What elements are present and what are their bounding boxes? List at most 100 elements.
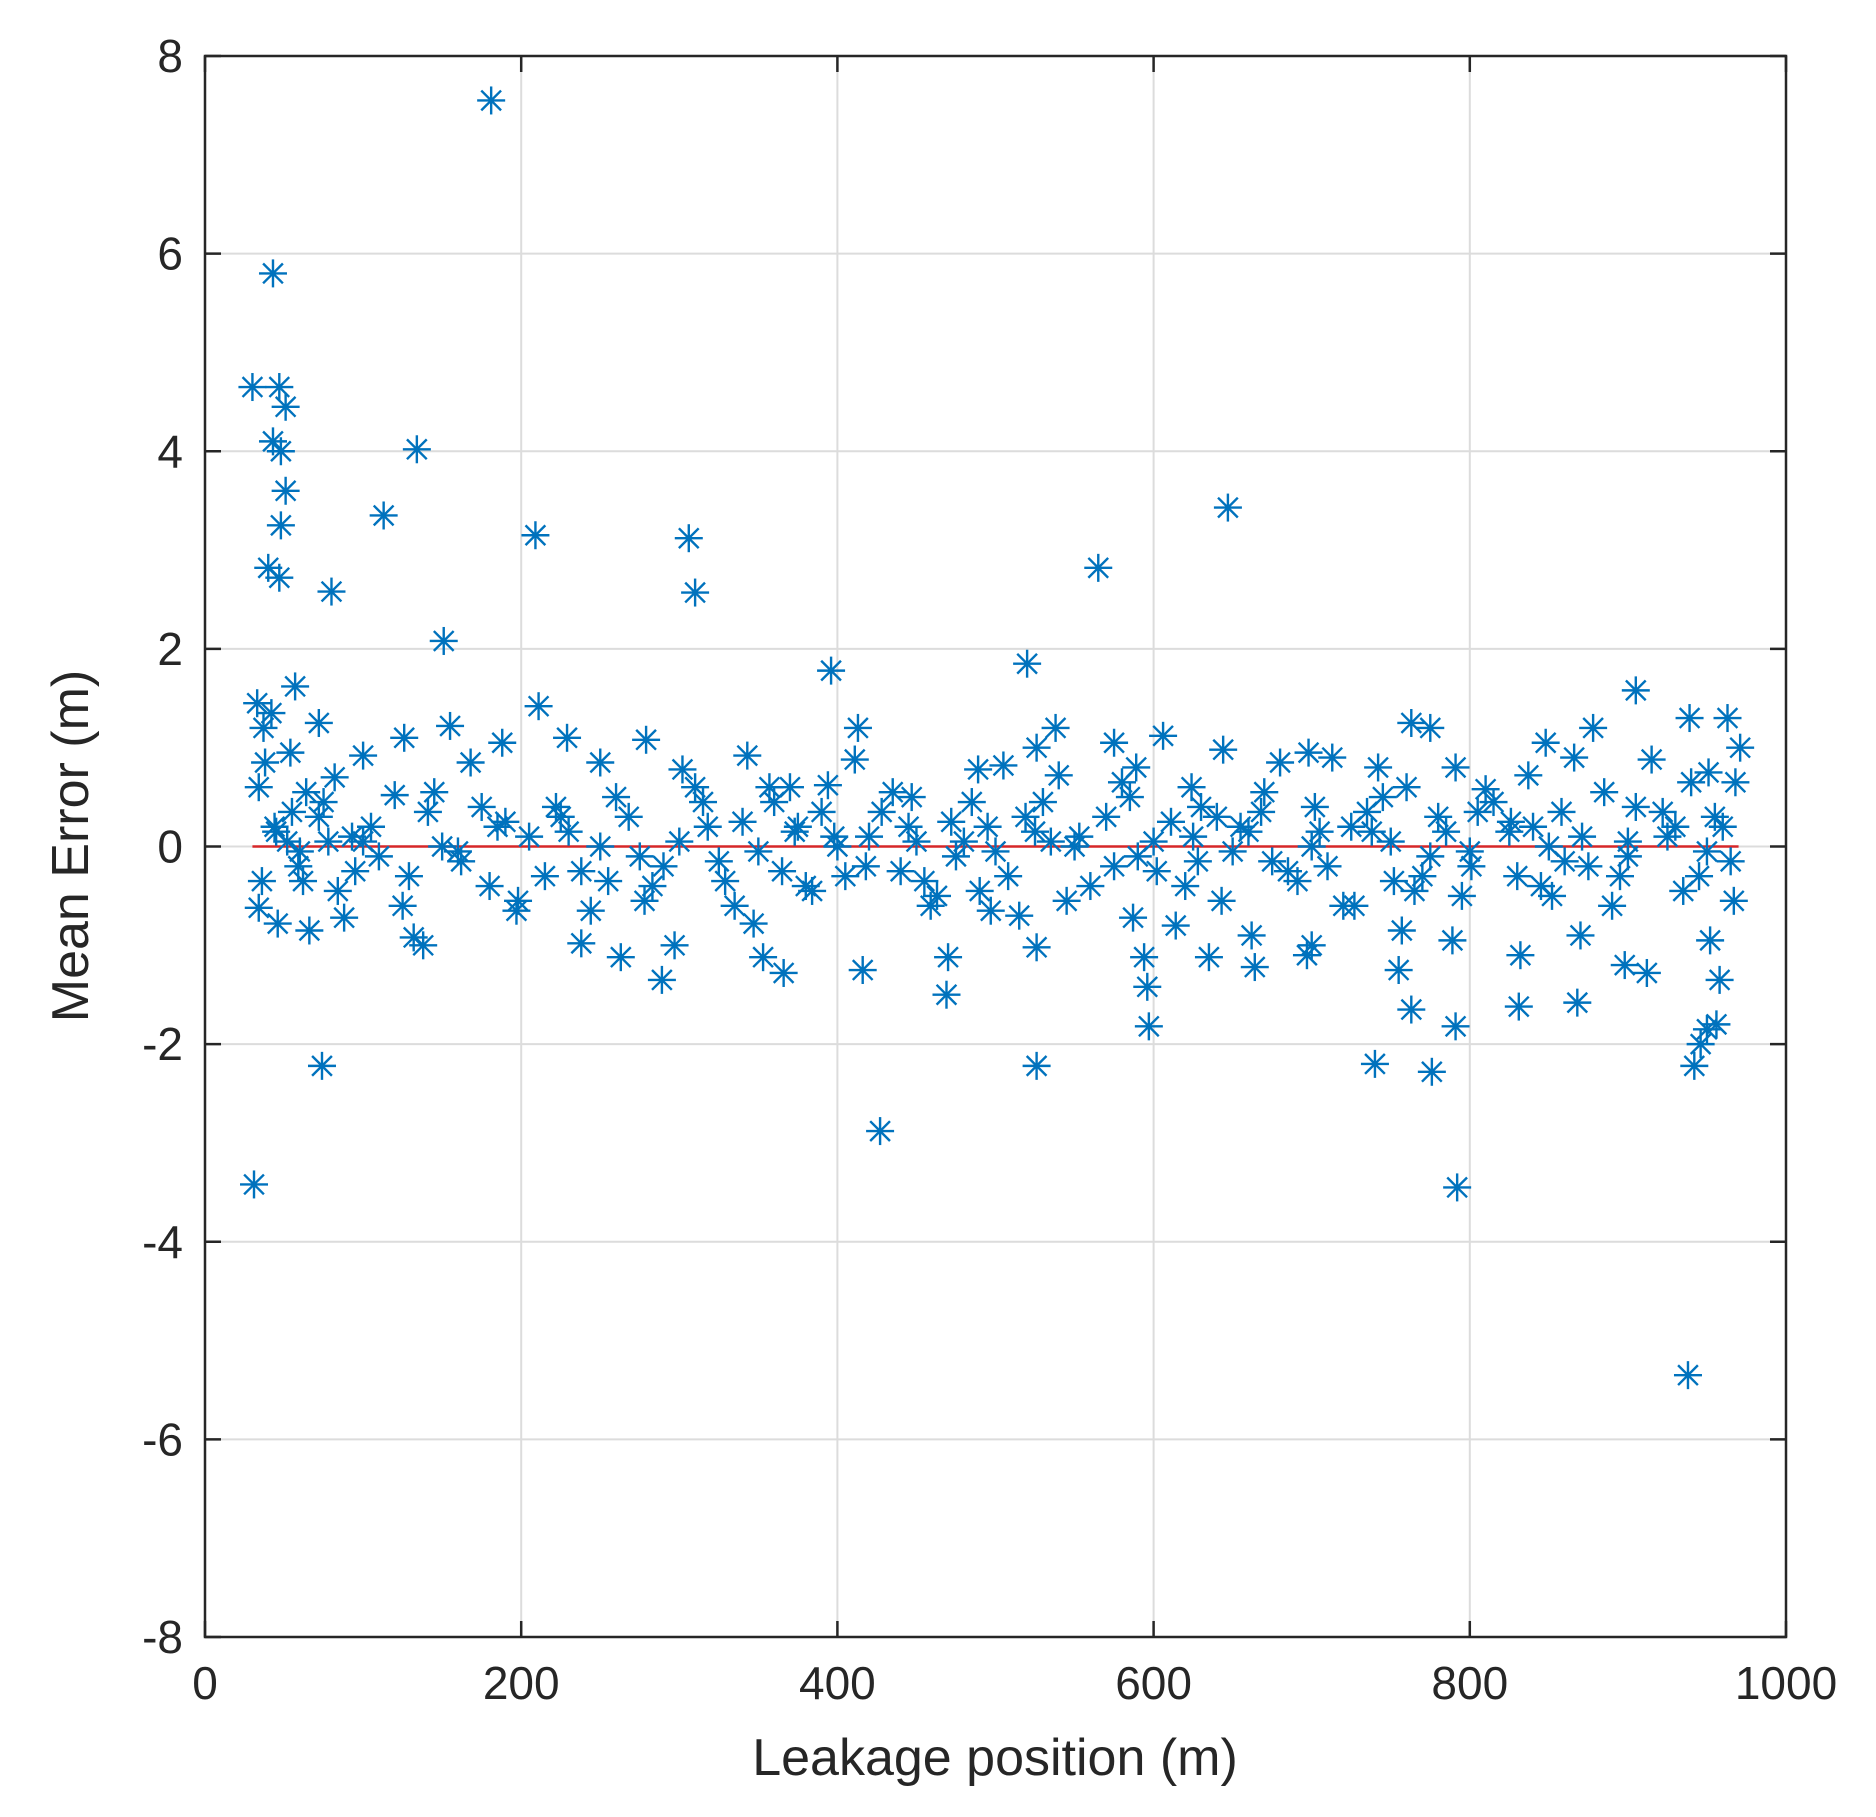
data-point (1379, 867, 1408, 896)
x-tick-label: 1000 (1735, 1657, 1837, 1709)
data-point (289, 867, 318, 896)
data-point (614, 802, 643, 831)
data-point (1305, 817, 1334, 846)
data-point (483, 812, 512, 841)
data-point (238, 373, 267, 402)
data-point (807, 797, 836, 826)
y-tick-label: -6 (142, 1413, 183, 1465)
data-point (338, 822, 367, 851)
data-point (1013, 649, 1042, 678)
x-tick-label: 0 (192, 1657, 218, 1709)
data-point (330, 903, 359, 932)
data-point (934, 943, 963, 972)
data-point (820, 822, 849, 851)
data-point (265, 373, 294, 402)
data-point (1115, 783, 1144, 812)
data-point (467, 792, 496, 821)
data-point (964, 755, 993, 784)
data-point (739, 909, 768, 938)
data-point (976, 896, 1005, 925)
data-point (1364, 753, 1393, 782)
data-point (1680, 1051, 1709, 1080)
data-point (553, 723, 582, 752)
x-tick-label: 800 (1431, 1657, 1508, 1709)
data-point (309, 788, 338, 817)
data-point (247, 867, 276, 896)
y-tick-label: -8 (142, 1611, 183, 1663)
data-point (1092, 802, 1121, 831)
data-point (341, 857, 370, 886)
data-point (689, 788, 718, 817)
data-point (949, 827, 978, 856)
data-point (402, 435, 431, 464)
data-point (1177, 773, 1206, 802)
data-point (1534, 832, 1563, 861)
y-tick-label: -4 (142, 1216, 183, 1268)
x-axis-label: Leakage position (m) (752, 1729, 1238, 1787)
data-point (1519, 812, 1548, 841)
data-point (1463, 797, 1492, 826)
data-point (515, 822, 544, 851)
data-point (1526, 872, 1555, 901)
data-point (894, 812, 923, 841)
data-point (271, 476, 300, 505)
data-point (649, 852, 678, 881)
data-point (388, 891, 417, 920)
data-point (902, 827, 931, 856)
data-point (1022, 933, 1051, 962)
data-point (1716, 847, 1745, 876)
data-point (1397, 995, 1426, 1024)
data-points (238, 86, 1755, 1390)
data-point (1258, 847, 1287, 876)
data-point (711, 867, 740, 896)
data-point (304, 708, 333, 737)
data-point (243, 689, 272, 718)
data-point (504, 886, 533, 915)
data-point (638, 872, 667, 901)
data-point (323, 876, 352, 905)
data-point (1441, 1012, 1470, 1041)
data-point (897, 783, 926, 812)
data-point (1590, 778, 1619, 807)
data-point (251, 748, 280, 777)
data-point (1207, 886, 1236, 915)
data-point (420, 778, 449, 807)
data-point (429, 626, 458, 655)
data-point (1133, 972, 1162, 1001)
data-point (1060, 832, 1089, 861)
data-point (265, 563, 294, 592)
data-point (1479, 788, 1508, 817)
data-point (1011, 802, 1040, 831)
data-point (1329, 891, 1358, 920)
tick-labels: 0 200 400 600 800 1000 -8 -6 -4 -2 0 2 4 6 8 (142, 30, 1837, 1709)
data-point (665, 827, 694, 856)
data-point (292, 778, 321, 807)
data-point (831, 862, 860, 891)
data-point (1417, 1057, 1446, 1086)
data-point (1161, 911, 1190, 940)
data-point (594, 867, 623, 896)
data-point (1119, 903, 1148, 932)
data-point (1130, 943, 1159, 972)
data-point (1457, 852, 1486, 881)
data-point (295, 916, 324, 945)
data-point (1705, 965, 1734, 994)
data-point (1044, 761, 1073, 790)
x-tick-label: 400 (799, 1657, 876, 1709)
data-point (475, 872, 504, 901)
data-point (1100, 728, 1129, 757)
data-point (307, 1051, 336, 1080)
data-point (369, 501, 398, 530)
data-point (1384, 956, 1413, 985)
data-point (886, 857, 915, 886)
data-point (586, 832, 615, 861)
data-point (1416, 713, 1445, 742)
data-point (1443, 1173, 1472, 1202)
data-point (1318, 743, 1347, 772)
data-point (878, 778, 907, 807)
data-point (1713, 704, 1742, 733)
data-point (413, 797, 442, 826)
data-point (1416, 842, 1445, 871)
data-point (1637, 745, 1666, 774)
data-point (957, 788, 986, 817)
